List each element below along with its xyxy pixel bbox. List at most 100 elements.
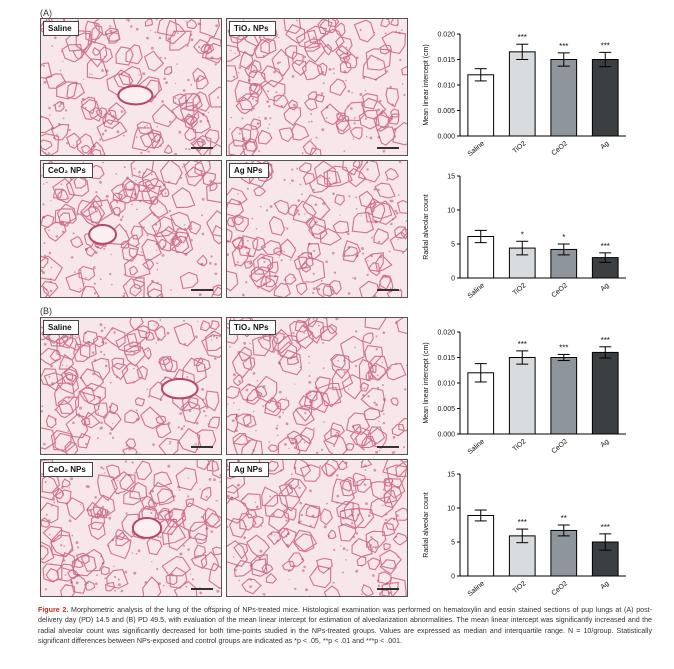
histology-image-b-ag: Ag NPs [226,459,408,597]
histology-image-a-saline: Saline [40,18,222,156]
y-tick-label: 0.020 [437,330,455,337]
lung-tissue-pattern [227,460,407,596]
x-tick-label: CeO2 [551,580,570,597]
y-tick-label: 0.010 [437,83,455,90]
error-bar [516,240,529,256]
error-bar [599,51,612,68]
scale-bar [191,147,213,149]
x-tick-label: Saline [467,140,486,158]
error-bar [516,43,529,60]
significance-marker: *** [518,518,527,527]
y-tick-label: 10 [447,208,455,215]
histology-image-b-ceo2: CeO₂ NPs [40,459,222,597]
scale-bar [377,446,399,448]
y-axis-label: Mean linear intercept (cm) [423,342,430,423]
lung-tissue-pattern [41,19,221,155]
lung-tissue-pattern [41,318,221,454]
significance-marker: *** [559,343,568,352]
y-tick-label: 15 [447,472,455,479]
rac-chart-pd49: 0 5 10 15 Radial alveolar count Saline *** TiO2… [423,472,626,598]
bar-tio2 [508,51,536,137]
x-tick-label: Ag [599,580,610,591]
caption-label: Figure 2. [38,606,69,614]
significance-marker: *** [601,336,610,345]
y-tick-label: 0.000 [437,134,455,141]
x-tick-label: Ag [599,438,610,449]
significance-marker: ** [561,514,567,523]
significance-marker: *** [601,242,610,251]
x-tick-label: TiO2 [512,140,528,155]
y-tick-label: 10 [447,506,455,513]
x-tick-label: Saline [467,438,486,456]
y-tick-label: 0.015 [437,57,455,64]
y-tick-label: 0 [451,276,455,283]
error-bar [557,353,570,362]
error-bar [474,229,487,244]
x-tick-label: CeO2 [551,282,570,299]
significance-marker: *** [601,523,610,532]
histology-image-a-ag: Ag NPs [226,160,408,298]
scale-bar [191,289,213,291]
scale-bar [191,446,213,448]
bar-ag [591,59,619,137]
histology-image-b-saline: Saline [40,317,222,455]
y-axis-label: Radial alveolar count [423,492,430,557]
tile-label: TiO₂ NPs [229,21,276,36]
figure-caption: Figure 2. Morphometric analysis of the l… [38,605,652,647]
bar-ag [591,541,619,577]
mli-chart-pd49: 0.000 0.005 0.010 0.015 0.020 Mean linear int… [423,330,626,456]
histology-image-a-ceo2: CeO₂ NPs [40,160,222,298]
error-bar [557,243,570,256]
x-tick-label: TiO2 [512,282,528,297]
error-bar [474,363,487,383]
tile-label: Ag NPs [229,462,270,477]
y-axis-label: Radial alveolar count [423,194,430,259]
scale-bar [377,289,399,291]
tile-label: Ag NPs [229,163,270,178]
histology-image-a-tio2: TiO₂ NPs [226,18,408,156]
bar-saline [467,372,495,435]
bar-tio2 [508,357,536,435]
lung-tissue-pattern [41,161,221,297]
scale-bar [377,588,399,590]
x-tick-label: Ag [599,282,610,293]
tile-label: CeO₂ NPs [43,462,93,477]
error-bar [474,68,487,82]
histology-image-b-tio2: TiO₂ NPs [226,317,408,455]
error-bar [474,509,487,522]
significance-marker: *** [518,33,527,42]
x-tick-label: CeO2 [551,140,570,157]
x-tick-label: Ag [599,140,610,151]
y-tick-label: 0.000 [437,432,455,439]
y-tick-label: 5 [451,242,455,249]
rac-chart-pd14: 0 5 10 15 Radial alveolar count Saline * TiO2 * C… [423,174,626,300]
y-tick-label: 0 [451,574,455,581]
panel-a-label: (A) [40,8,52,18]
bar-ceo2 [550,59,578,137]
significance-marker: * [521,230,524,239]
significance-marker: *** [601,41,610,50]
bar-saline [467,514,495,577]
y-tick-label: 5 [451,540,455,547]
significance-marker: * [562,233,565,242]
y-tick-label: 0.020 [437,32,455,39]
error-bar [599,346,612,359]
y-tick-label: 0.010 [437,381,455,388]
bar-ceo2 [550,529,578,577]
x-tick-label: TiO2 [512,580,528,595]
significance-marker: *** [518,340,527,349]
error-bar [516,350,529,365]
tile-label: CeO₂ NPs [43,163,93,178]
y-tick-label: 0.005 [437,406,455,413]
significance-marker: *** [559,42,568,51]
bar-saline [467,74,495,137]
bar-ag [591,351,619,435]
lung-tissue-pattern [227,161,407,297]
tile-label: TiO₂ NPs [229,320,276,335]
error-bar [557,524,570,537]
x-tick-label: Saline [467,580,486,598]
error-bar [516,528,529,544]
bar-ceo2 [550,357,578,435]
lung-tissue-pattern [227,318,407,454]
caption-text: Morphometric analysis of the lung of the… [38,606,652,646]
